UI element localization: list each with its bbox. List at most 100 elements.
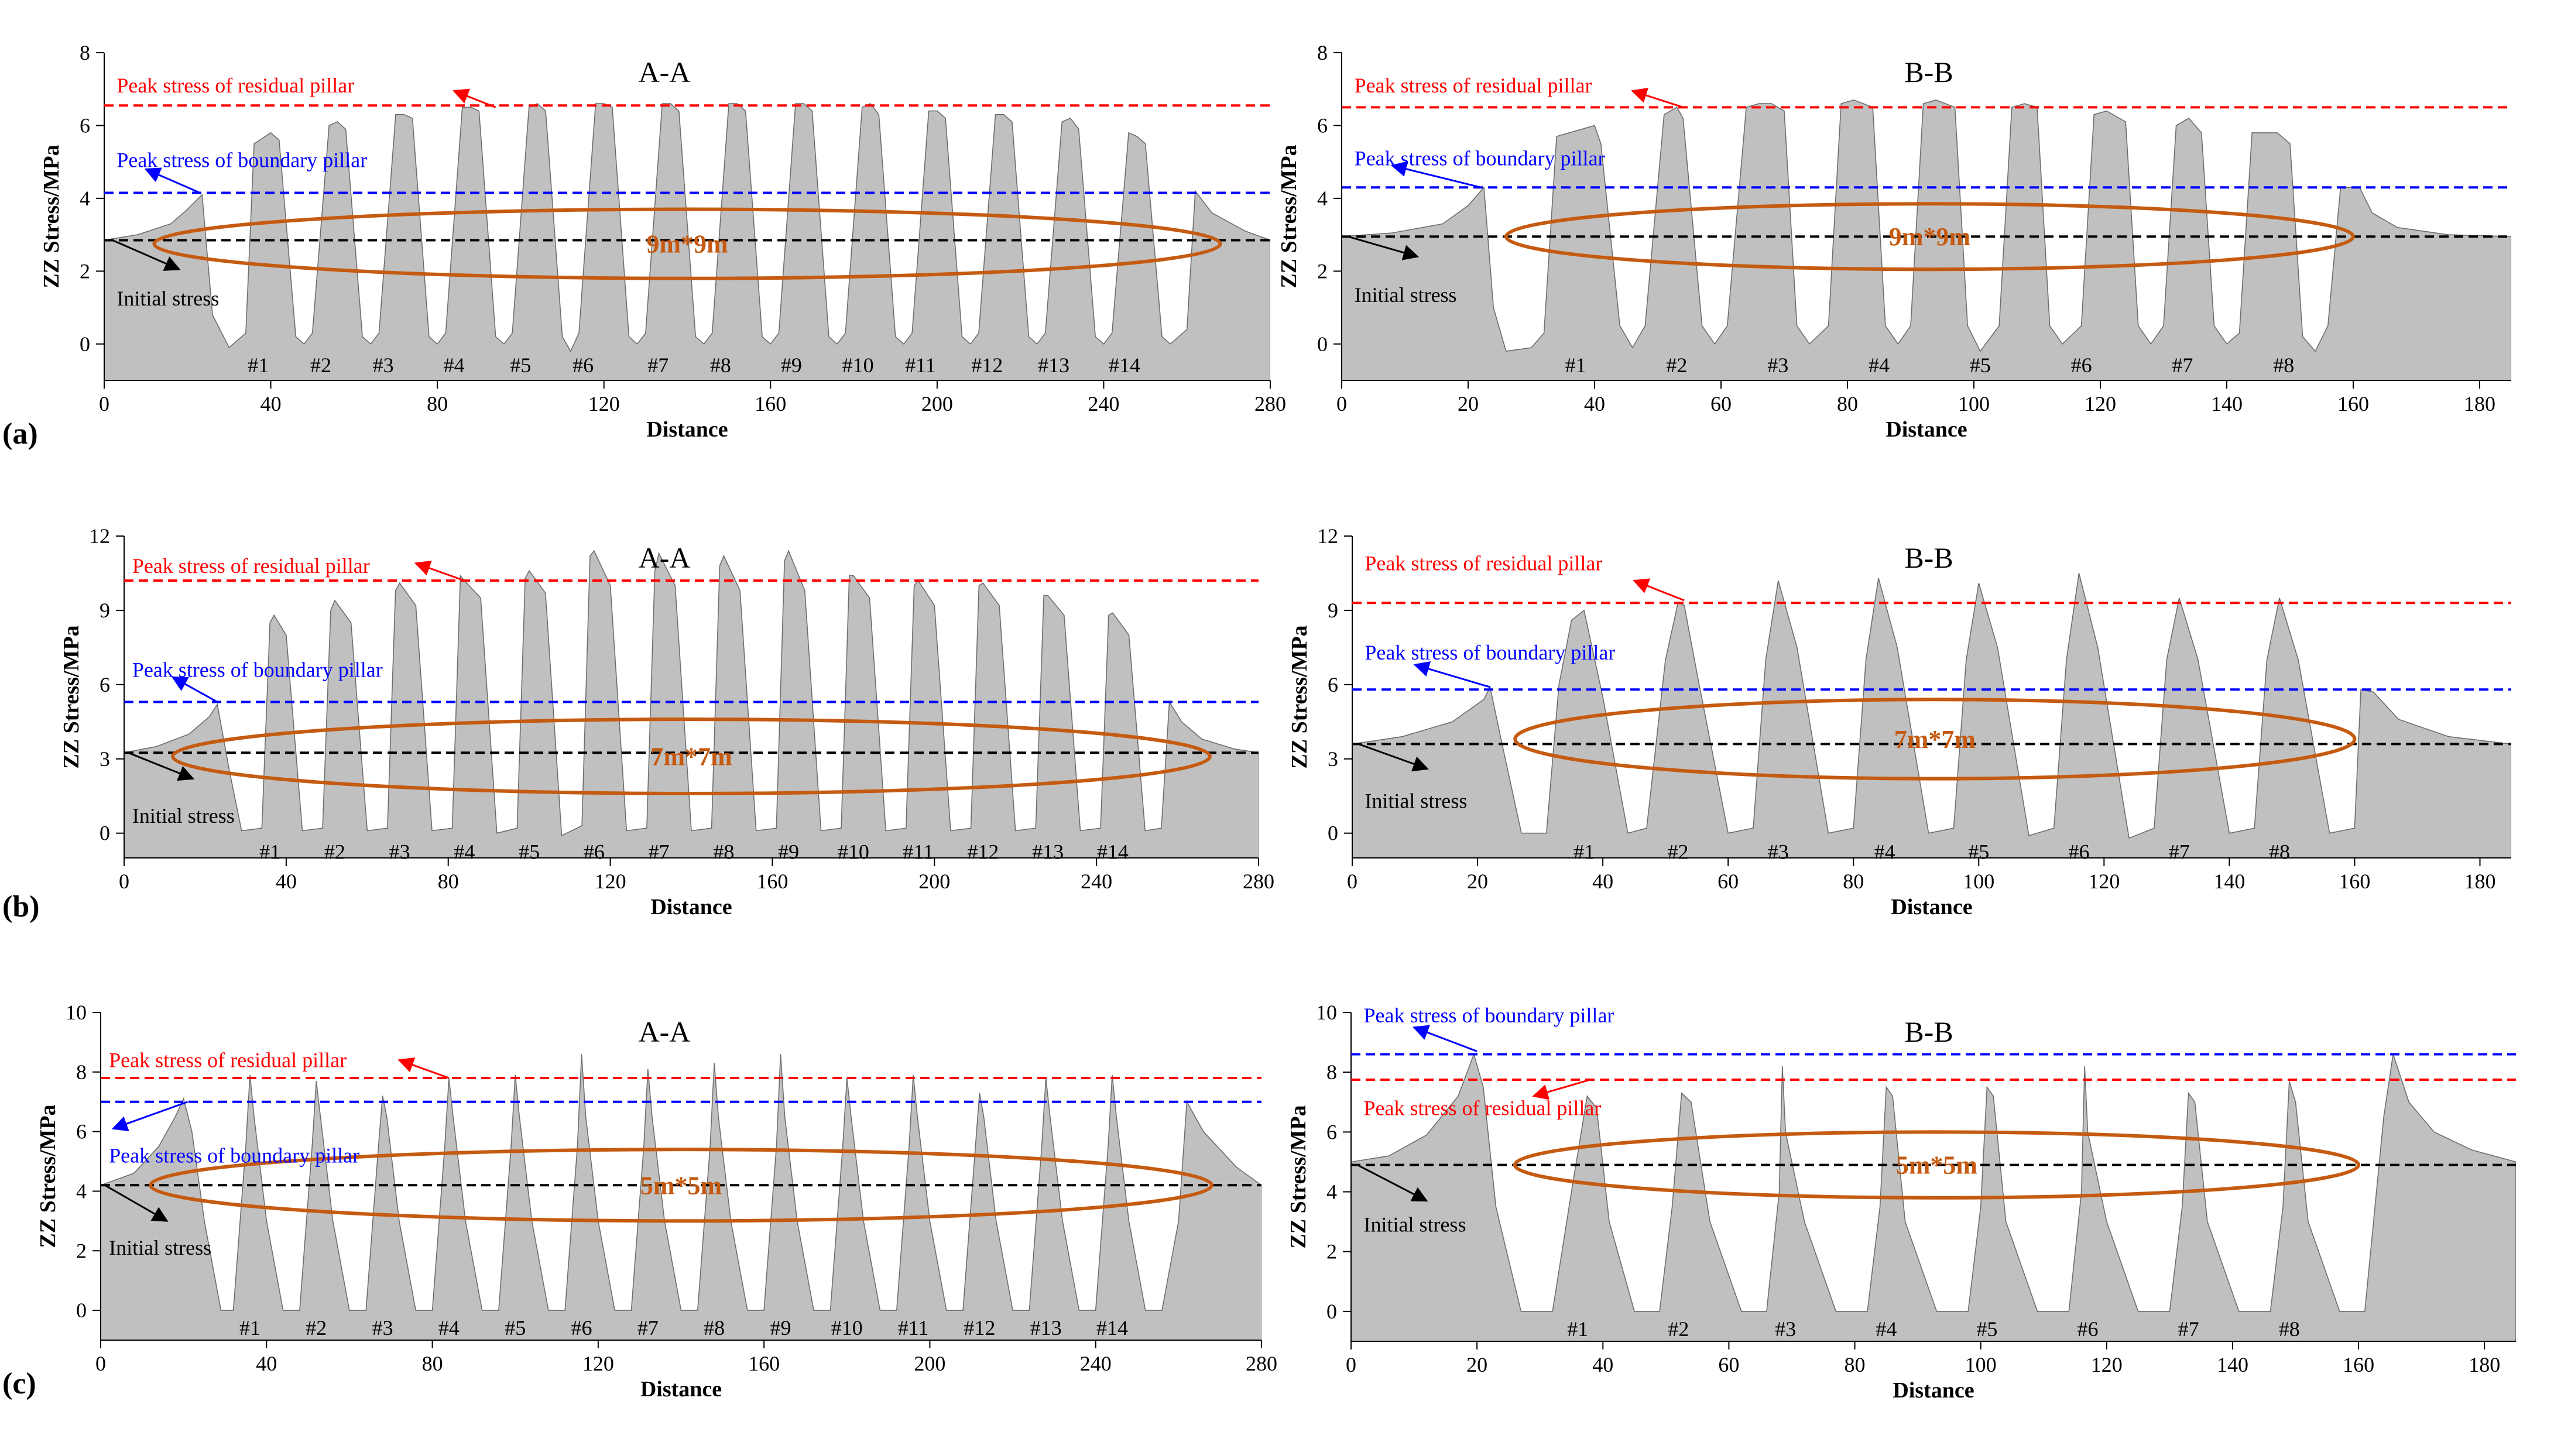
stress-area-series xyxy=(1342,99,2511,380)
x-tick-label: 180 xyxy=(2469,1353,2500,1376)
y-tick-label: 6 xyxy=(76,1120,87,1143)
pillar-size-label: 7m*7m xyxy=(650,743,732,771)
annotation-label: Peak stress of residual pillar xyxy=(1364,1096,1602,1120)
annotation-arrow xyxy=(414,560,465,582)
y-tick-label: 4 xyxy=(76,1179,87,1203)
y-tick-label: 6 xyxy=(1317,114,1328,137)
pillar-number-label: #7 xyxy=(649,840,670,863)
x-tick-label: 240 xyxy=(1088,392,1119,415)
pillar-number-label: #8 xyxy=(710,353,731,377)
pillar-number-label: #6 xyxy=(571,1316,592,1340)
pillar-size-label: 7m*7m xyxy=(1894,725,1976,754)
x-tick-label: 180 xyxy=(2464,392,2495,415)
y-axis-label: ZZ Stress/MPa xyxy=(1286,1105,1311,1248)
x-axis-label: Distance xyxy=(1891,895,1972,919)
x-tick-label: 20 xyxy=(1466,1353,1487,1376)
chart-title: B-B xyxy=(1904,56,1953,88)
x-tick-label: 80 xyxy=(1843,870,1864,893)
x-axis-label: Distance xyxy=(1893,1378,1974,1403)
annotation-label: Peak stress of boundary pillar xyxy=(1365,641,1615,664)
stress-area-series xyxy=(124,550,1259,858)
stress-area-series xyxy=(104,103,1270,380)
y-tick-label: 2 xyxy=(1317,259,1328,283)
x-tick-label: 140 xyxy=(2211,392,2243,415)
x-axis-label: Distance xyxy=(640,1377,722,1402)
x-tick-label: 280 xyxy=(1246,1352,1277,1375)
y-axis-label: ZZ Stress/MPa xyxy=(59,625,84,768)
x-tick-label: 160 xyxy=(756,870,788,893)
annotation-arrow xyxy=(1413,661,1490,688)
annotation-label: Initial stress xyxy=(1365,789,1467,813)
x-tick-label: 140 xyxy=(2213,870,2245,893)
x-tick-label: 240 xyxy=(1080,1352,1112,1375)
pillar-number-label: #13 xyxy=(1032,840,1064,863)
chart-panel-c-aa: 0 2 4 6 8 10 0 40 80 120 160 200 240 280 Distance ZZ St… xyxy=(36,1001,1277,1402)
pillar-number-label: #8 xyxy=(2269,840,2290,863)
pillar-group-ellipse xyxy=(171,717,1212,795)
y-tick-label: 9 xyxy=(1328,599,1338,622)
pillar-number-label: #14 xyxy=(1096,1316,1128,1340)
annotation-arrow xyxy=(104,1184,169,1222)
y-axis-label: ZZ Stress/MPa xyxy=(36,1104,60,1248)
y-axis-label: ZZ Stress/MPa xyxy=(1277,145,1301,288)
x-tick-label: 60 xyxy=(1718,1353,1739,1376)
annotation-label: Peak stress of boundary pillar xyxy=(116,149,367,172)
pillar-number-label: #13 xyxy=(1030,1316,1062,1340)
pillar-number-label: #1 xyxy=(1565,353,1586,377)
x-tick-label: 100 xyxy=(1965,1353,1997,1376)
pillar-number-label: #14 xyxy=(1109,353,1140,377)
pillar-number-label: #3 xyxy=(1775,1317,1796,1341)
y-tick-label: 2 xyxy=(76,1239,87,1262)
y-tick-label: 3 xyxy=(1328,747,1338,771)
annotation-arrow xyxy=(1413,1025,1477,1052)
pillar-number-label: #1 xyxy=(1573,840,1595,863)
x-tick-label: 60 xyxy=(1710,392,1732,415)
pillar-number-label: #2 xyxy=(310,353,331,377)
x-tick-label: 120 xyxy=(588,392,620,415)
annotation-arrow xyxy=(1633,578,1685,602)
annotation-label: Initial stress xyxy=(1364,1213,1466,1237)
annotation-arrow xyxy=(144,167,201,194)
pillar-number-label: #5 xyxy=(1970,353,1991,377)
pillar-number-label: #5 xyxy=(1968,840,1989,863)
y-tick-label: 4 xyxy=(80,187,90,210)
y-tick-label: 12 xyxy=(89,524,110,548)
x-tick-label: 80 xyxy=(1837,392,1858,415)
chart-title: B-B xyxy=(1904,541,1953,574)
pillar-number-label: #3 xyxy=(1768,840,1789,863)
x-tick-label: 160 xyxy=(755,392,786,415)
x-tick-label: 0 xyxy=(119,870,129,893)
pillar-number-label: #3 xyxy=(373,353,394,377)
pillar-number-label: #6 xyxy=(584,840,605,863)
x-tick-label: 160 xyxy=(2337,392,2369,415)
pillar-number-label: #2 xyxy=(324,840,345,863)
annotation-label: Peak stress of boundary pillar xyxy=(132,658,383,681)
pillar-number-label: #14 xyxy=(1097,840,1129,863)
x-tick-label: 200 xyxy=(918,870,950,893)
pillar-number-label: #6 xyxy=(2069,840,2090,863)
pillar-number-label: #2 xyxy=(1668,840,1689,863)
annotation-arrow xyxy=(111,1101,188,1132)
y-tick-label: 6 xyxy=(1328,673,1338,696)
x-tick-label: 120 xyxy=(2088,870,2120,893)
pillar-number-label: #11 xyxy=(898,1316,929,1340)
pillar-number-label: #6 xyxy=(572,353,594,377)
annotation-label: Peak stress of boundary pillar xyxy=(109,1143,359,1167)
x-tick-label: 0 xyxy=(99,392,109,415)
stress-area-series xyxy=(1351,1052,2516,1341)
x-axis-label: Distance xyxy=(650,895,732,919)
pillar-number-label: #12 xyxy=(971,353,1003,377)
y-tick-label: 4 xyxy=(1326,1180,1337,1204)
y-tick-label: 10 xyxy=(1316,1001,1337,1024)
y-tick-label: 6 xyxy=(1326,1120,1337,1143)
y-tick-label: 12 xyxy=(1317,524,1338,548)
x-tick-label: 80 xyxy=(427,392,448,415)
x-tick-label: 60 xyxy=(1717,870,1739,893)
y-tick-label: 2 xyxy=(80,259,90,283)
pillar-number-label: #8 xyxy=(704,1316,725,1340)
y-tick-label: 2 xyxy=(1326,1240,1337,1263)
y-tick-label: 8 xyxy=(1317,41,1328,64)
